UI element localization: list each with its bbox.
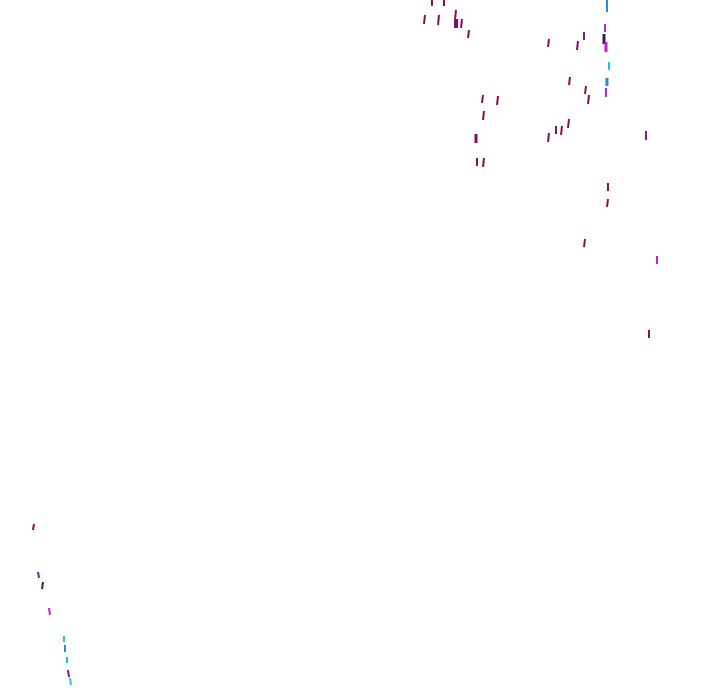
speck [576, 40, 579, 51]
speck [584, 85, 587, 95]
speckle-cluster-top [423, 0, 658, 338]
speck [32, 523, 35, 531]
speck [48, 607, 51, 616]
speck [482, 110, 485, 121]
speck [547, 132, 550, 143]
speck [587, 94, 590, 105]
speck [41, 581, 44, 590]
speck [69, 677, 72, 686]
speck [423, 14, 426, 25]
speck [467, 29, 470, 39]
speck [481, 94, 484, 104]
speck [606, 198, 609, 208]
speck [568, 76, 571, 86]
speck [547, 38, 550, 48]
speck [496, 95, 499, 106]
speck [482, 157, 485, 168]
speck [437, 14, 440, 26]
speck [454, 9, 457, 21]
speck [560, 125, 563, 136]
speckle-cluster-bottom [32, 523, 72, 686]
speck [460, 18, 463, 29]
speck [567, 118, 570, 129]
speck [583, 238, 586, 248]
speck [37, 571, 40, 579]
speck [67, 669, 70, 678]
